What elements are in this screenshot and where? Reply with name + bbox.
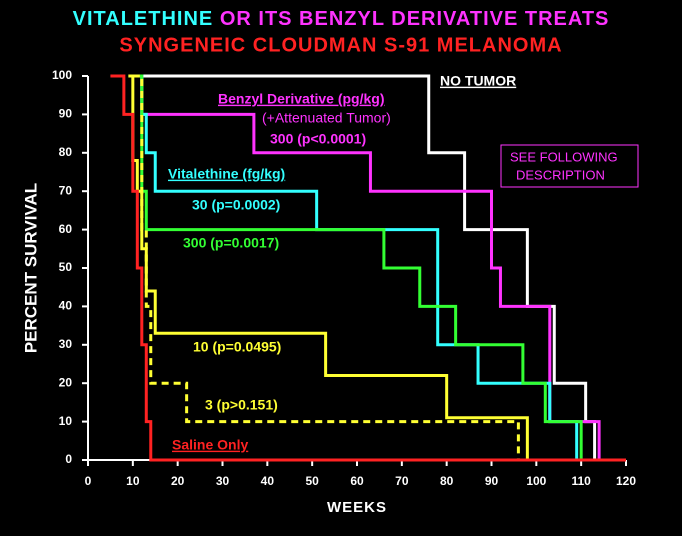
series-label: 10 (p=0.0495) [193,339,281,355]
y-tick-label: 20 [59,375,73,389]
y-tick-label: 90 [59,107,73,121]
y-tick-label: 50 [59,260,73,274]
chart-title: VITALETHINE OR ITS BENZYL DERIVATIVE TRE… [73,8,610,30]
x-tick-label: 40 [261,474,275,488]
series-label: Saline Only [172,437,248,453]
x-tick-label: 80 [440,474,454,488]
y-tick-label: 80 [59,145,73,159]
annotation: SEE FOLLOWING [510,149,618,164]
y-tick-label: 0 [65,452,72,466]
y-tick-label: 70 [59,183,73,197]
series-label: 300 (p<0.0001) [270,131,366,147]
survival-line [137,74,583,460]
x-tick-label: 60 [350,474,364,488]
title-part: VITALETHINE [73,8,214,30]
x-tick-label: 50 [305,474,319,488]
y-tick-label: 30 [59,337,73,351]
y-axis-label: PERCENT SURVIVAL [21,183,40,353]
x-tick-label: 110 [571,474,591,488]
x-tick-label: 70 [395,474,409,488]
y-tick-label: 60 [59,222,73,236]
note-box [500,144,639,188]
x-tick-label: 10 [126,474,140,488]
series-label: NO TUMOR [440,73,516,89]
y-tick-label: 100 [52,68,72,82]
chart-subtitle: SYNGENEIC CLOUDMAN S-91 MELANOMA [119,34,562,56]
survival-line [132,74,520,460]
series-label: 300 (p=0.0017) [183,235,279,251]
x-tick-label: 0 [85,474,92,488]
annotation: Benzyl Derivative (pg/kg) [218,91,385,107]
x-tick-label: 30 [216,474,230,488]
title-part: OR ITS BENZYL DERIVATIVE TREATS [220,8,610,30]
x-tick-label: 90 [485,474,499,488]
y-tick-label: 40 [59,299,73,313]
annotation: Vitalethine (fg/kg) [168,166,285,182]
x-axis-label: WEEKS [327,499,387,516]
annotation: DESCRIPTION [516,167,605,182]
survival-line [110,74,626,462]
x-tick-label: 20 [171,474,185,488]
y-tick-label: 10 [59,414,73,428]
series-label: 3 (p>0.151) [205,397,278,413]
x-tick-label: 100 [526,474,546,488]
x-tick-label: 120 [616,474,636,488]
annotation: (+Attenuated Tumor) [262,110,391,126]
series-label: 30 (p=0.0002) [192,197,280,213]
